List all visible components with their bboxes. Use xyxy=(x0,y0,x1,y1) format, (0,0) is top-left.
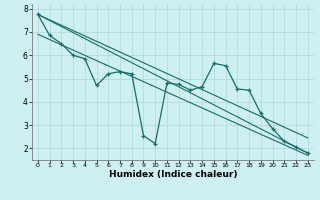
X-axis label: Humidex (Indice chaleur): Humidex (Indice chaleur) xyxy=(108,170,237,179)
